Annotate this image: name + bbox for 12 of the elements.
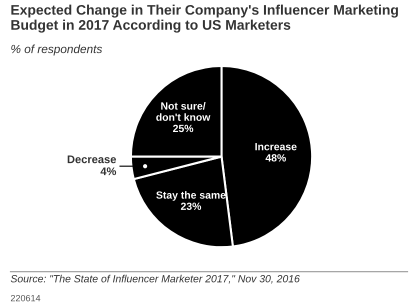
slice-label: Not sure/ don't know [156,102,210,121]
slice-label: Increase [255,143,297,150]
legend-label: Decrease [68,155,116,164]
source-note: Source: "The State of Influencer Marketer 2017," Nov 30, 2016 [10,274,300,284]
data-label: 4% [100,167,116,176]
chart-subtitle: % of respondents [11,44,102,56]
data-label: 48% [266,154,286,162]
data-label: 23% [180,202,202,210]
slice-label: Stay the same [156,191,226,201]
data-label: 25% [173,124,194,132]
chart-title: Expected Change in Their Company's Influencer Marketing Budget in 2017 According to US Marketers [11,4,398,33]
text: 220614 [10,294,40,302]
